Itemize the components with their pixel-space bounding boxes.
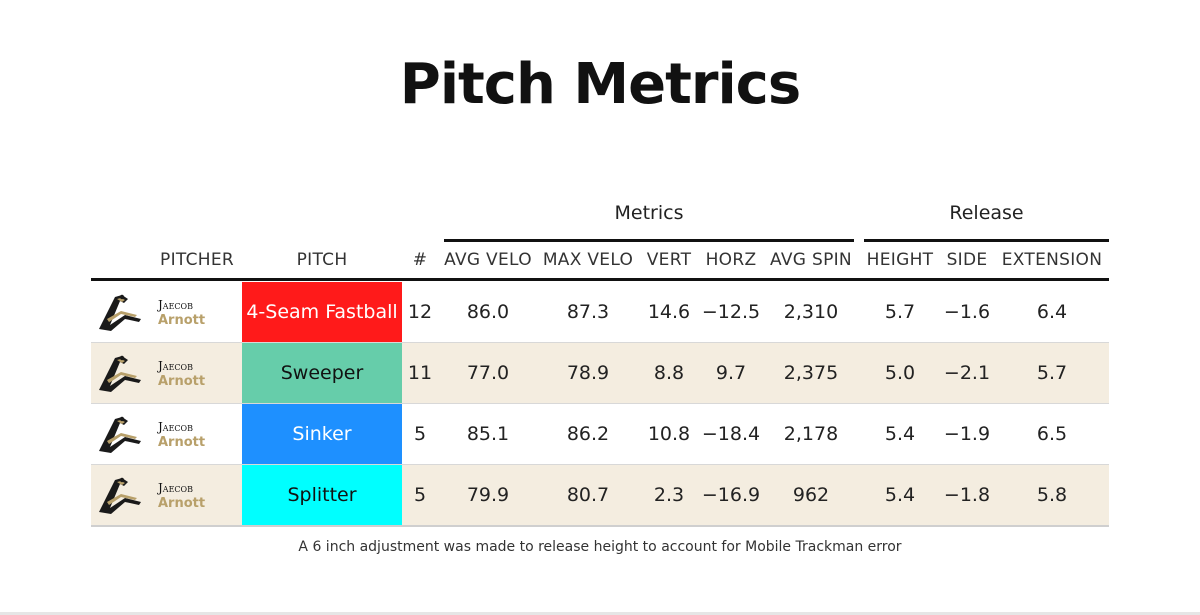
vert-value: 8.8	[653, 362, 685, 384]
team-logo-icon	[99, 355, 141, 392]
table-row: Jaecob Arnott Sweeper 11 77.0 78.9 8.8 9…	[91, 343, 1109, 404]
col-header-side: SIDE	[946, 250, 988, 270]
col-header-horz: HORZ	[705, 250, 757, 270]
horz-value: −12.5	[701, 301, 761, 323]
col-header-avg-spin: AVG SPIN	[770, 250, 852, 270]
vert-value: 10.8	[647, 423, 691, 445]
team-logo-icon	[99, 294, 141, 331]
avg-velo-value: 86.0	[466, 301, 510, 323]
side-value: −2.1	[943, 362, 991, 384]
max-velo-value: 86.2	[566, 423, 610, 445]
header-rule	[91, 278, 1109, 281]
pitcher-last-name: Arnott	[158, 374, 206, 389]
pitcher-name: Jaecob Arnott	[158, 359, 205, 389]
height-value: 5.0	[884, 362, 916, 384]
vert-value: 14.6	[647, 301, 691, 323]
col-header-avg-velo: AVG VELO	[444, 250, 532, 270]
side-value: −1.6	[943, 301, 991, 323]
col-header-count: #	[412, 250, 428, 270]
pitcher-last-name: Arnott	[158, 496, 206, 511]
max-velo-value: 80.7	[566, 484, 610, 506]
extension-value: 6.4	[1036, 301, 1068, 323]
height-value: 5.4	[884, 484, 916, 506]
extension-value: 6.5	[1036, 423, 1068, 445]
group-label-release: Release	[949, 202, 1024, 224]
pitcher-name: Jaecob Arnott	[158, 420, 205, 450]
avg-velo-value: 85.1	[466, 423, 510, 445]
pitch-type-cell: Sinker	[242, 404, 402, 464]
avg-spin-value: 2,310	[783, 301, 839, 323]
pitch-type-cell: Splitter	[242, 465, 402, 525]
pitch-count: 12	[407, 301, 433, 323]
bottom-divider	[0, 612, 1200, 615]
avg-spin-value: 2,375	[783, 362, 839, 384]
pitcher-first-name: Jaecob	[158, 359, 193, 373]
max-velo-value: 78.9	[566, 362, 610, 384]
col-header-pitcher: PITCHER	[160, 250, 234, 270]
height-value: 5.7	[884, 301, 916, 323]
pitcher-last-name: Arnott	[158, 435, 206, 450]
horz-value: 9.7	[715, 362, 747, 384]
group-label-metrics: Metrics	[614, 202, 684, 224]
footnote: A 6 inch adjustment was made to release …	[298, 539, 902, 555]
pitcher-first-name: Jaecob	[158, 298, 193, 312]
table-row: Jaecob Arnott Splitter 5 79.9 80.7 2.3 −…	[91, 465, 1109, 527]
side-value: −1.9	[943, 423, 991, 445]
team-logo-icon	[99, 477, 141, 514]
pitch-type-cell: 4-Seam Fastball	[242, 282, 402, 342]
pitcher-name: Jaecob Arnott	[158, 481, 205, 511]
pitcher-name: Jaecob Arnott	[158, 298, 205, 328]
avg-velo-value: 77.0	[466, 362, 510, 384]
col-header-extension: EXTENSION	[1001, 250, 1103, 270]
horz-value: −16.9	[701, 484, 761, 506]
height-value: 5.4	[884, 423, 916, 445]
pitch-count: 5	[413, 423, 427, 445]
page-title: Pitch Metrics	[399, 52, 801, 117]
side-value: −1.8	[943, 484, 991, 506]
pitch-count: 5	[413, 484, 427, 506]
table-row: Jaecob Arnott 4-Seam Fastball 12 86.0 87…	[91, 282, 1109, 343]
horz-value: −18.4	[701, 423, 761, 445]
pitch-type-cell: Sweeper	[242, 343, 402, 403]
extension-value: 5.8	[1036, 484, 1068, 506]
table-row: Jaecob Arnott Sinker 5 85.1 86.2 10.8 −1…	[91, 404, 1109, 465]
col-header-vert: VERT	[646, 250, 692, 270]
group-rule-release	[864, 239, 1109, 242]
col-header-pitch: PITCH	[296, 250, 348, 270]
avg-spin-value: 2,178	[783, 423, 839, 445]
avg-spin-value: 962	[792, 484, 830, 506]
group-rule-metrics	[444, 239, 854, 242]
pitcher-first-name: Jaecob	[158, 481, 193, 495]
pitcher-last-name: Arnott	[158, 313, 206, 328]
vert-value: 2.3	[653, 484, 685, 506]
pitcher-first-name: Jaecob	[158, 420, 193, 434]
extension-value: 5.7	[1036, 362, 1068, 384]
col-header-max-velo: MAX VELO	[542, 250, 634, 270]
max-velo-value: 87.3	[566, 301, 610, 323]
avg-velo-value: 79.9	[466, 484, 510, 506]
team-logo-icon	[99, 416, 141, 453]
col-header-height: HEIGHT	[866, 250, 934, 270]
pitch-count: 11	[407, 362, 433, 384]
